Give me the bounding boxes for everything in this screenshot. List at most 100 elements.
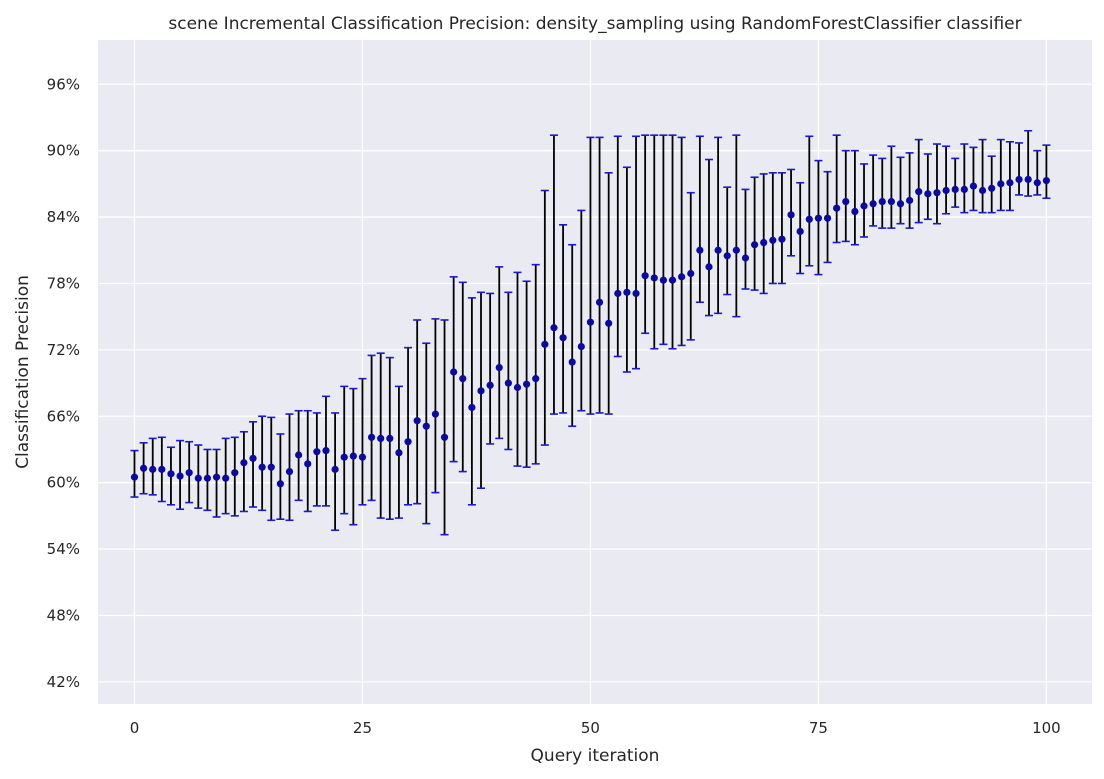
data-point bbox=[915, 188, 923, 196]
data-point bbox=[997, 180, 1005, 188]
chart-title: scene Incremental Classification Precisi… bbox=[168, 14, 1021, 34]
data-point bbox=[468, 403, 476, 412]
data-point bbox=[705, 263, 713, 271]
x-tick-labels: 0 25 50 75 100 bbox=[130, 719, 1061, 737]
data-point bbox=[313, 448, 321, 456]
data-point bbox=[750, 241, 759, 249]
data-point bbox=[595, 298, 604, 306]
data-point bbox=[495, 363, 503, 372]
data-point bbox=[386, 434, 394, 442]
plot-background bbox=[98, 40, 1092, 704]
data-point bbox=[641, 272, 649, 280]
y-axis-label: Classification Precision bbox=[13, 275, 33, 469]
data-point bbox=[413, 417, 421, 425]
data-point bbox=[240, 459, 248, 467]
data-point bbox=[404, 438, 412, 446]
data-point bbox=[887, 197, 895, 206]
data-point bbox=[422, 422, 430, 430]
data-point bbox=[650, 274, 658, 282]
y-tick-label: 54% bbox=[47, 540, 80, 558]
data-point bbox=[367, 433, 376, 441]
data-point bbox=[1006, 179, 1014, 187]
data-point bbox=[605, 319, 613, 327]
y-tick-label: 48% bbox=[47, 606, 80, 624]
data-point bbox=[659, 276, 667, 284]
data-point bbox=[267, 463, 275, 471]
x-axis-label: Query iteration bbox=[531, 746, 660, 766]
data-point bbox=[149, 465, 157, 473]
data-point bbox=[395, 449, 403, 457]
x-tick-label: 50 bbox=[581, 719, 600, 737]
data-point bbox=[723, 252, 731, 260]
data-point bbox=[158, 465, 166, 473]
data-point bbox=[212, 473, 221, 481]
x-tick-label: 25 bbox=[353, 719, 372, 737]
data-point bbox=[1015, 175, 1023, 184]
data-point bbox=[130, 473, 139, 481]
y-tick-labels: 42% 48% 54% 60% 66% 72% 78% 84% 90% 96% bbox=[47, 75, 80, 691]
data-point bbox=[823, 214, 832, 222]
data-point bbox=[194, 474, 202, 482]
data-point bbox=[969, 182, 978, 190]
data-point bbox=[814, 214, 823, 222]
data-point bbox=[276, 480, 284, 488]
y-tick-label: 60% bbox=[47, 474, 80, 492]
data-point bbox=[769, 236, 777, 244]
data-point bbox=[331, 465, 339, 473]
data-point bbox=[249, 454, 257, 462]
data-point bbox=[349, 452, 357, 460]
data-point bbox=[504, 379, 512, 387]
data-point bbox=[860, 202, 868, 210]
data-point bbox=[924, 190, 932, 198]
data-point bbox=[960, 185, 968, 193]
data-point bbox=[167, 470, 175, 478]
y-tick-label: 72% bbox=[47, 341, 80, 359]
data-point bbox=[285, 468, 294, 476]
data-point bbox=[139, 464, 148, 472]
x-tick-label: 100 bbox=[1032, 719, 1061, 737]
data-point bbox=[842, 197, 850, 206]
data-point bbox=[577, 342, 585, 351]
data-point bbox=[869, 200, 877, 208]
data-point bbox=[896, 200, 905, 208]
data-point bbox=[696, 246, 704, 254]
data-point bbox=[988, 184, 996, 192]
x-tick-label: 75 bbox=[809, 719, 828, 737]
data-point bbox=[833, 204, 841, 212]
data-point bbox=[623, 288, 631, 296]
data-point bbox=[431, 410, 440, 418]
data-point bbox=[796, 227, 804, 236]
data-point bbox=[951, 185, 959, 193]
data-point bbox=[760, 238, 768, 247]
data-point bbox=[450, 368, 458, 376]
data-point bbox=[778, 235, 786, 243]
data-point bbox=[358, 453, 367, 461]
data-point bbox=[523, 380, 531, 388]
data-point bbox=[714, 246, 722, 254]
grid-lines bbox=[98, 40, 1092, 704]
data-point bbox=[687, 269, 695, 278]
data-point bbox=[851, 207, 859, 216]
data-point bbox=[222, 474, 230, 482]
error-bars bbox=[130, 129, 1051, 536]
data-point bbox=[304, 460, 312, 468]
data-point bbox=[258, 463, 266, 471]
data-point bbox=[732, 246, 740, 254]
data-point bbox=[586, 318, 595, 326]
data-point bbox=[678, 273, 686, 281]
data-point bbox=[568, 358, 576, 366]
data-point bbox=[1033, 179, 1041, 187]
data-point bbox=[322, 446, 330, 455]
y-tick-label: 90% bbox=[47, 142, 80, 160]
y-tick-label: 66% bbox=[47, 407, 80, 425]
data-points bbox=[130, 175, 1051, 488]
data-point bbox=[176, 472, 184, 480]
data-point bbox=[513, 383, 522, 392]
data-point bbox=[933, 189, 941, 197]
data-point bbox=[459, 375, 467, 383]
data-point bbox=[942, 186, 950, 195]
data-point bbox=[477, 387, 485, 395]
data-point bbox=[440, 433, 449, 441]
